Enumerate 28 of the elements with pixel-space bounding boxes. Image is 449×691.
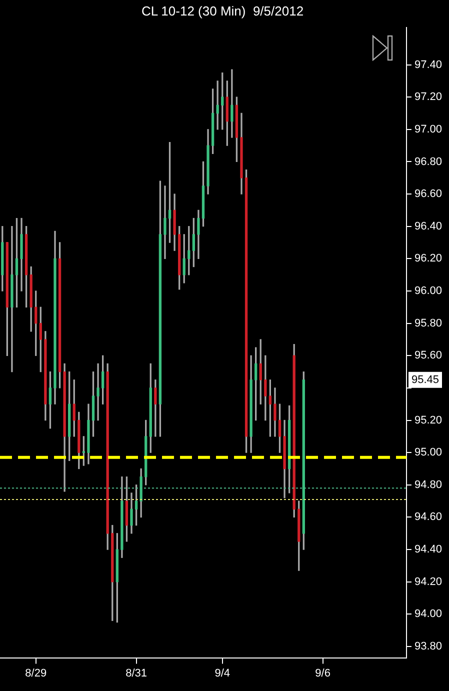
y-tick-label: 95.00: [414, 446, 442, 459]
y-tick-label: 96.40: [414, 220, 442, 232]
y-tick-label: 94.80: [414, 478, 442, 491]
y-tick-label: 94.20: [414, 576, 442, 588]
y-tick-label: 95.80: [414, 317, 442, 330]
y-tick-label: 96.60: [414, 188, 442, 200]
candlestick: [10, 226, 14, 372]
y-tick-label: 94.00: [414, 608, 442, 620]
annotation: 95.45: [411, 374, 440, 386]
y-tick-label: 97.40: [414, 58, 442, 71]
candlestick: [96, 363, 100, 421]
y-tick-label: 96.80: [414, 156, 442, 168]
y-tick-label: 93.80: [414, 640, 442, 653]
y-tick-label: 94.60: [414, 511, 442, 524]
chart-title: CL 10-12 (30 Min) 9/5/2012: [141, 3, 304, 18]
x-tick-label: 8/29: [25, 667, 47, 680]
y-tick-label: 95.20: [414, 414, 442, 426]
y-tick-label: 97.20: [414, 91, 442, 104]
y-tick-label: 94.40: [414, 544, 442, 556]
y-tick-label: 96.00: [414, 285, 442, 298]
candlestick: [230, 69, 234, 138]
y-tick-label: 97.00: [414, 123, 442, 136]
x-tick-label: 9/4: [214, 667, 230, 680]
x-tick-label: 9/6: [315, 667, 330, 680]
y-tick-label: 95.60: [414, 350, 442, 362]
y-tick-label: 96.20: [414, 252, 442, 265]
x-tick-label: 8/31: [126, 667, 147, 680]
candlestick: [164, 186, 166, 260]
